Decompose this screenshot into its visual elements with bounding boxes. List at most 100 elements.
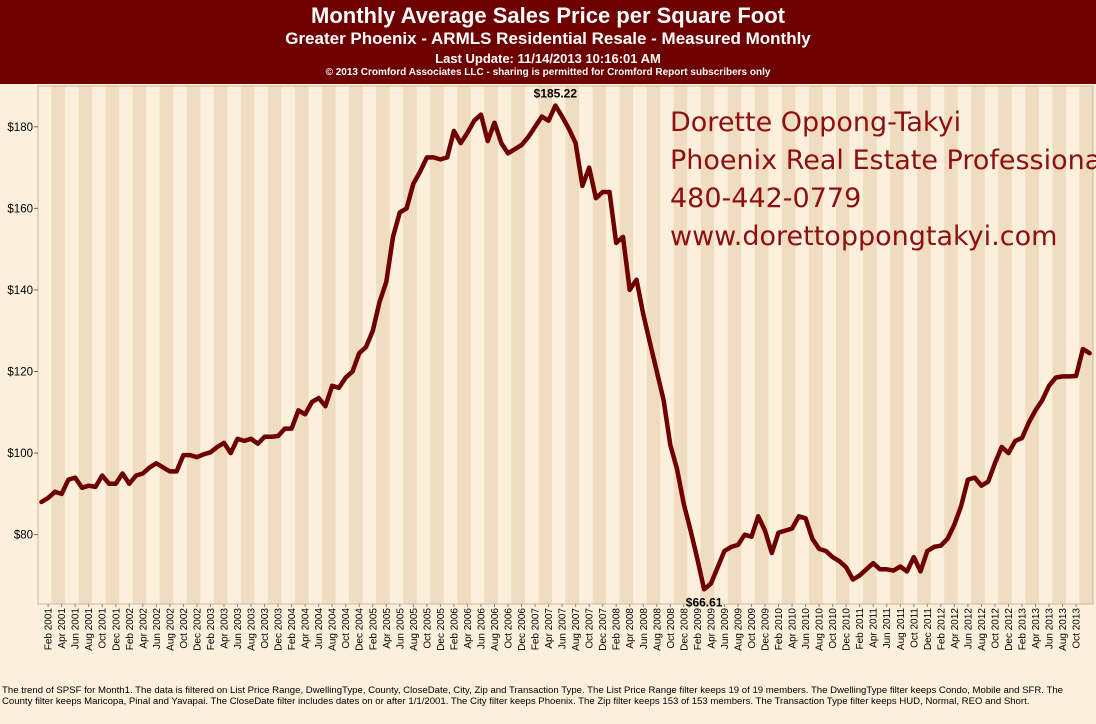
x-tick-label: Feb 2010 [774, 608, 785, 651]
y-tick-label: $160 [7, 203, 33, 215]
plot-border [37, 85, 1094, 605]
month-band [51, 86, 66, 604]
month-band [322, 86, 336, 604]
x-tick-label: Dec 2007 [598, 608, 609, 651]
x-tick-label: Jun 2005 [395, 608, 406, 650]
x-tick-label: Aug 2002 [165, 608, 176, 651]
x-tick-label: Apr 2013 [1031, 608, 1042, 649]
x-tick-label: Jun 2001 [71, 608, 82, 650]
month-band [538, 86, 552, 604]
x-tick-label: Jun 2011 [882, 608, 893, 649]
month-band [159, 86, 174, 604]
y-tick-label: $120 [7, 367, 33, 379]
x-tick-label: Aug 2011 [896, 608, 907, 651]
x-tick-label: Jun 2006 [476, 608, 487, 650]
x-tick-label: Jun 2009 [720, 608, 731, 650]
x-tick-label: Aug 2004 [328, 608, 339, 651]
month-band [376, 86, 390, 604]
x-tick-label: Feb 2008 [612, 608, 623, 651]
y-tick-label: $100 [7, 448, 33, 460]
y-axis: $80 $100 $120 $140 $160 $180 [7, 122, 38, 542]
month-band [105, 86, 120, 604]
x-tick-label: Apr 2011 [869, 608, 880, 648]
x-tick-label: Dec 2005 [436, 608, 447, 651]
chart-subtitle: Greater Phoenix - ARMLS Residential Resa… [285, 29, 811, 48]
month-band [1079, 86, 1093, 604]
month-band [890, 86, 904, 604]
x-tick-label: Oct 2002 [179, 608, 190, 649]
x-tick-label: Aug 2001 [84, 608, 95, 651]
x-tick-label: Dec 2008 [679, 608, 690, 651]
x-tick-label: Oct 2013 [1072, 608, 1083, 649]
month-band [78, 86, 93, 604]
x-tick-label: Jun 2008 [639, 608, 650, 650]
month-band [781, 86, 796, 604]
month-band [863, 86, 877, 604]
month-bands [37, 85, 1094, 605]
x-tick-label: Dec 2009 [761, 608, 772, 651]
month-band [754, 86, 769, 604]
data-label: $185.22 [534, 86, 578, 100]
x-tick-label: Dec 2011 [923, 608, 934, 651]
x-tick-label: Dec 2004 [355, 608, 366, 651]
x-tick-label: Jun 2012 [963, 608, 974, 650]
month-band [565, 86, 580, 604]
x-tick-label: Aug 2005 [409, 608, 420, 651]
x-tick-label: Feb 2004 [287, 608, 298, 651]
x-tick-label: Jun 2002 [152, 608, 163, 650]
month-band [294, 86, 309, 604]
x-tick-label: Feb 2007 [531, 608, 542, 651]
x-tick-label: Feb 2003 [206, 608, 217, 651]
chart-title: Monthly Average Sales Price per Square F… [311, 3, 785, 28]
x-tick-label: Apr 2008 [625, 608, 636, 649]
month-band [1025, 86, 1039, 604]
x-tick-label: Jun 2013 [1045, 608, 1056, 650]
x-tick-label: Oct 2001 [98, 608, 109, 649]
month-band [836, 86, 850, 604]
month-band [511, 86, 525, 604]
x-tick-label: Oct 2008 [666, 608, 677, 649]
x-tick-label: Dec 2003 [274, 608, 285, 651]
chart-header: Monthly Average Sales Price per Square F… [0, 0, 1096, 84]
x-tick-label: Jun 2003 [233, 608, 244, 650]
contact-phone: 480-442-0779 [670, 183, 862, 214]
month-band [484, 86, 498, 604]
series-layer [39, 103, 1092, 592]
contact-website: www.dorettoppongtakyi.com [670, 221, 1058, 252]
month-band [917, 86, 931, 604]
x-tick-label: Oct 2004 [341, 608, 352, 649]
month-band [430, 86, 444, 604]
data-label: $66.61 [686, 595, 723, 609]
x-tick-label: Oct 2009 [747, 608, 758, 649]
x-tick-label: Oct 2005 [422, 608, 433, 649]
month-band [727, 86, 742, 604]
month-band [132, 86, 147, 604]
x-tick-label: Apr 2003 [219, 608, 230, 649]
x-tick-label: Aug 2010 [815, 608, 826, 651]
x-tick-label: Feb 2006 [449, 608, 460, 651]
x-tick-label: Aug 2012 [977, 608, 988, 651]
footer-note: The trend of SPSF for Month1. The data i… [2, 685, 1063, 707]
month-band [998, 86, 1012, 604]
x-tick-label: Apr 2007 [544, 608, 555, 649]
x-tick-label: Apr 2005 [382, 608, 393, 649]
contact-name: Dorette Oppong-Takyi [670, 107, 962, 138]
series-line [39, 103, 1092, 592]
x-tick-label: Jun 2010 [801, 608, 812, 650]
x-tick-label: Dec 2006 [517, 608, 528, 651]
month-band [349, 86, 363, 604]
month-band [186, 86, 201, 604]
month-band [944, 86, 958, 604]
month-band [971, 86, 985, 604]
x-tick-label: Apr 2009 [706, 608, 717, 649]
month-band [646, 86, 661, 604]
x-tick-label: Feb 2011 [855, 608, 866, 650]
x-tick-label: Aug 2007 [571, 608, 582, 651]
x-tick-label: Oct 2011 [909, 608, 920, 648]
x-tick-label: Oct 2010 [828, 608, 839, 649]
month-band [457, 86, 471, 604]
x-axis: Feb 2001 Apr 2001 Jun 2001 Aug 2001 Oct 2001… [44, 604, 1083, 651]
x-tick-label: Feb 2002 [125, 608, 136, 651]
x-tick-label: Feb 2001 [44, 608, 55, 651]
x-tick-label: Apr 2010 [788, 608, 799, 649]
